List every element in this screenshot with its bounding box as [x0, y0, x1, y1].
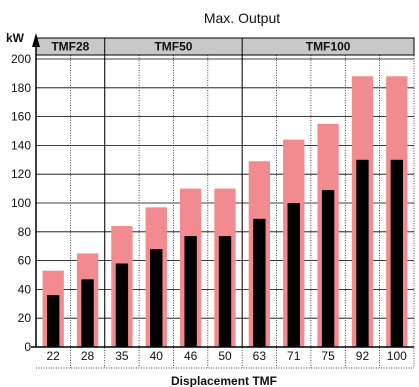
bar — [287, 203, 300, 347]
bar — [184, 236, 197, 347]
x-tick-label: 100 — [387, 349, 407, 363]
x-tick-label: 46 — [184, 349, 198, 363]
bar — [390, 159, 404, 347]
x-tick-label: 50 — [218, 349, 232, 363]
y-tick-label: 200 — [11, 52, 31, 66]
bar — [321, 190, 335, 347]
y-tick-label: 100 — [11, 196, 31, 210]
grid-lines — [36, 38, 415, 369]
y-tick-label: 140 — [11, 138, 31, 152]
x-tick-label: 92 — [356, 349, 370, 363]
x-tick-label: 22 — [47, 349, 61, 363]
bars — [42, 76, 408, 347]
y-tick-label: 0 — [24, 340, 31, 354]
y-tick-label: 180 — [11, 81, 31, 95]
y-tick-label: 20 — [18, 311, 32, 325]
x-axis-label: Displacement TMF — [171, 374, 277, 387]
group-header: TMF28 TMF50 TMF100 — [35, 37, 415, 347]
y-tick-label: 120 — [11, 167, 31, 181]
bar — [150, 249, 163, 347]
bar — [81, 279, 94, 347]
bar — [218, 236, 232, 347]
x-tick-label: 40 — [150, 349, 164, 363]
x-tick-label: 75 — [321, 349, 335, 363]
x-tick-label: 63 — [253, 349, 267, 363]
y-tick-label: 40 — [18, 282, 32, 296]
group-header-band — [35, 37, 415, 56]
y-tick-label: 160 — [11, 110, 31, 124]
x-tick-label: 71 — [287, 349, 301, 363]
group-label: TMF50 — [154, 40, 192, 54]
axes — [31, 33, 414, 348]
y-tick-label: 80 — [18, 225, 32, 239]
x-tick-label: 28 — [81, 349, 95, 363]
bar — [115, 263, 129, 347]
x-tick-label: 35 — [115, 349, 129, 363]
bar — [356, 159, 369, 347]
tick-labels: 0 20 40 60 80 100 120 140 160 180 200 22 28 35 40 46 50 6… — [11, 52, 407, 363]
bar — [46, 295, 60, 347]
bar — [253, 218, 266, 347]
group-label: TMF100 — [306, 40, 351, 54]
chart-title: Max. Output — [204, 10, 280, 26]
y-tick-label: 60 — [18, 254, 32, 268]
group-label: TMF28 — [51, 40, 89, 54]
y-axis-arrow — [32, 33, 40, 47]
y-axis-unit: kW — [6, 31, 25, 45]
